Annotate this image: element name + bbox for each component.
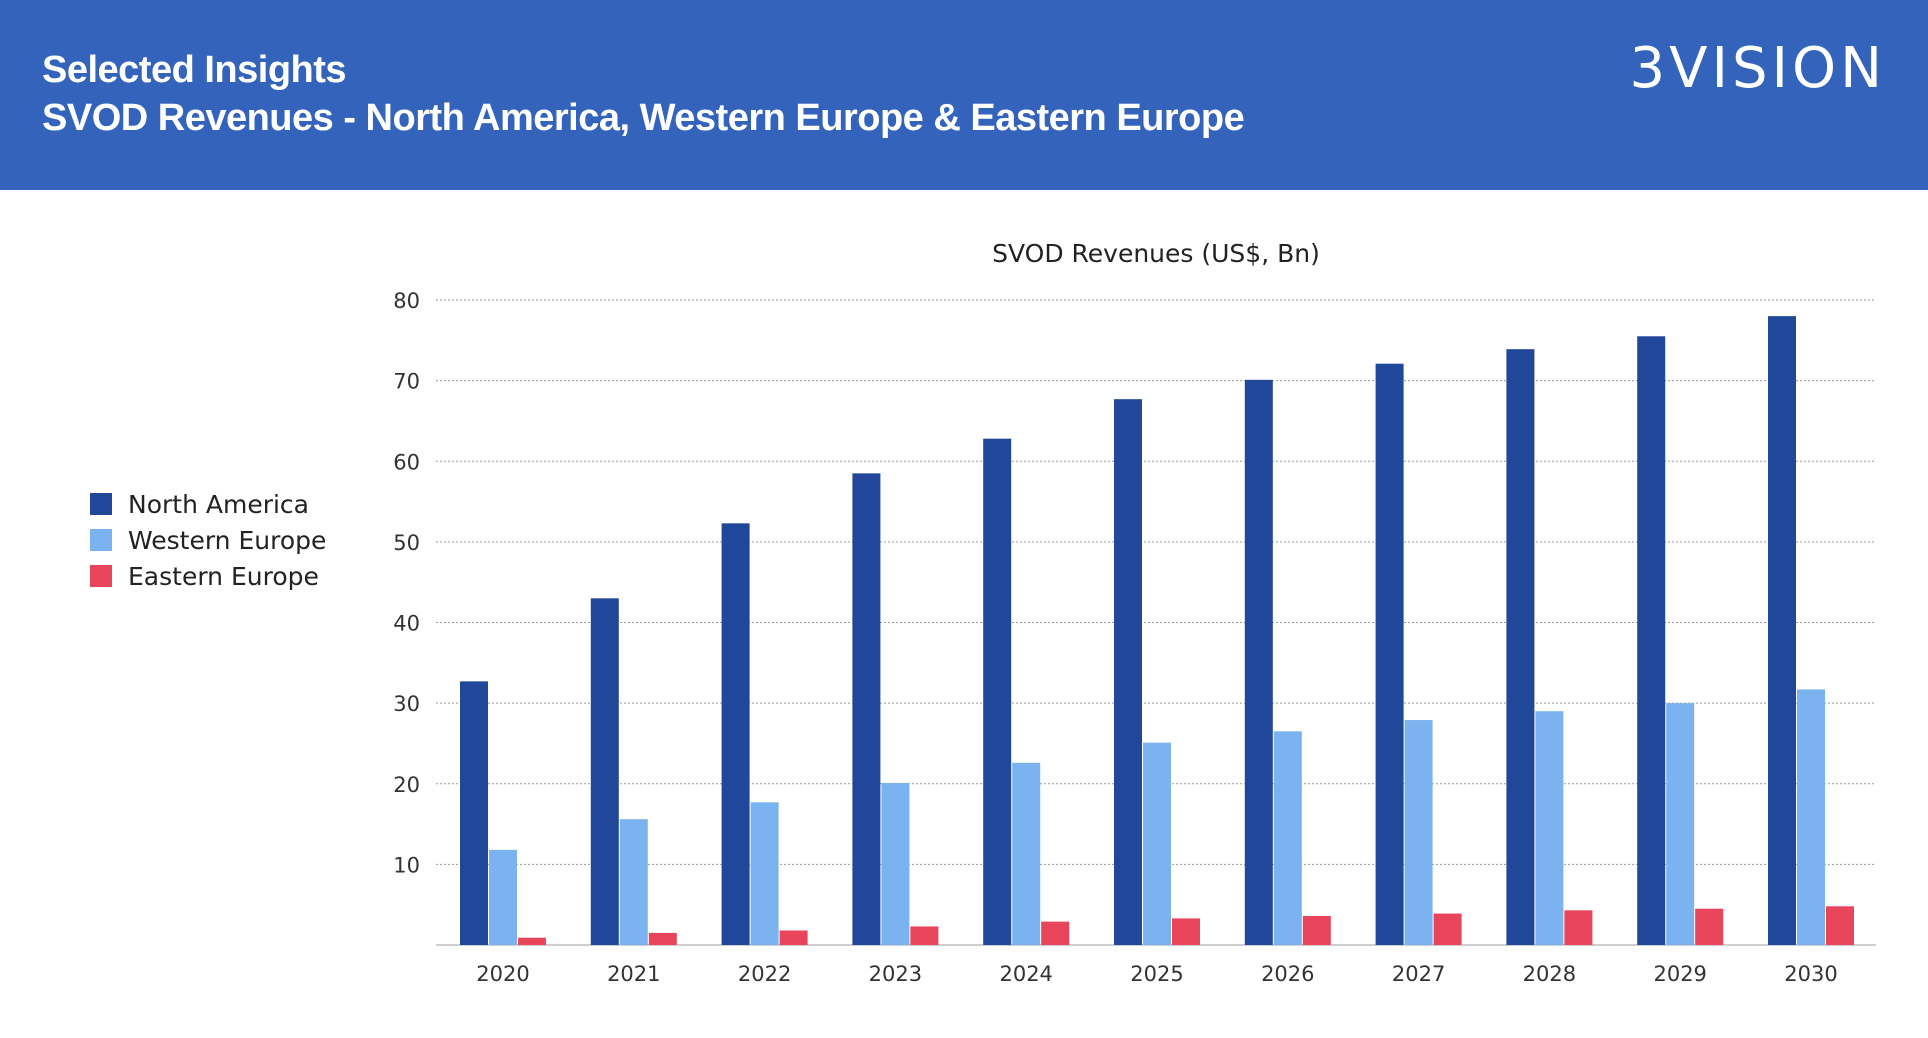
bar-western-europe bbox=[1797, 689, 1825, 945]
bar-eastern-europe bbox=[1433, 913, 1462, 945]
x-tick-label: 2026 bbox=[1261, 962, 1314, 986]
x-tick-label: 2023 bbox=[869, 962, 922, 986]
page-title: Selected Insights SVOD Revenues - North … bbox=[42, 46, 1245, 142]
x-tick-label: 2021 bbox=[607, 962, 660, 986]
bar-eastern-europe bbox=[779, 930, 808, 945]
x-tick-label: 2029 bbox=[1653, 962, 1706, 986]
bar-north-america bbox=[1375, 363, 1404, 946]
y-tick-label: 70 bbox=[393, 370, 420, 394]
y-tick-label: 40 bbox=[393, 612, 420, 636]
x-tick-label: 2025 bbox=[1130, 962, 1183, 986]
bar-north-america bbox=[1506, 349, 1535, 945]
legend-label: Eastern Europe bbox=[128, 561, 319, 591]
bar-north-america bbox=[852, 473, 881, 945]
bar-western-europe bbox=[1404, 720, 1433, 945]
bar-eastern-europe bbox=[1826, 906, 1854, 945]
bar-eastern-europe bbox=[518, 937, 546, 945]
bar-north-america bbox=[590, 598, 619, 945]
bar-western-europe bbox=[1535, 711, 1564, 945]
legend-swatch bbox=[90, 529, 112, 551]
bar-chart: SVOD Revenues (US$, Bn)10203040506070802… bbox=[393, 239, 1876, 986]
bar-north-america bbox=[1114, 399, 1142, 945]
brand-logo: 3VISION bbox=[1629, 36, 1886, 101]
legend-item: Eastern Europe bbox=[90, 558, 326, 594]
legend-label: Western Europe bbox=[128, 525, 327, 555]
y-tick-label: 80 bbox=[393, 289, 420, 313]
bar-western-europe bbox=[1143, 742, 1171, 945]
bar-western-europe bbox=[1012, 762, 1041, 945]
bar-eastern-europe bbox=[910, 926, 939, 945]
bar-western-europe bbox=[489, 849, 517, 945]
bar-north-america bbox=[721, 523, 750, 945]
legend-item: Western Europe bbox=[90, 522, 326, 558]
bar-western-europe bbox=[1666, 703, 1695, 945]
bar-eastern-europe bbox=[1041, 921, 1070, 945]
y-tick-label: 20 bbox=[393, 773, 420, 797]
chart-legend: North America Western Europe Eastern Europ… bbox=[90, 486, 326, 594]
legend-item: North America bbox=[90, 486, 326, 522]
y-tick-label: 30 bbox=[393, 692, 420, 716]
x-tick-label: 2024 bbox=[999, 962, 1052, 986]
legend-swatch bbox=[90, 565, 112, 587]
x-tick-label: 2030 bbox=[1784, 962, 1837, 986]
bar-eastern-europe bbox=[1564, 910, 1593, 945]
bar-western-europe bbox=[1273, 731, 1302, 945]
y-tick-label: 50 bbox=[393, 531, 420, 555]
title-line-2: SVOD Revenues - North America, Western E… bbox=[42, 97, 1245, 139]
header-banner: Selected Insights SVOD Revenues - North … bbox=[0, 0, 1928, 190]
bar-eastern-europe bbox=[648, 932, 677, 945]
bar-north-america bbox=[1244, 379, 1273, 946]
x-tick-label: 2028 bbox=[1523, 962, 1576, 986]
bar-north-america bbox=[1637, 336, 1666, 945]
bar-eastern-europe bbox=[1172, 918, 1200, 945]
legend-label: North America bbox=[128, 489, 309, 519]
bar-western-europe bbox=[881, 782, 910, 945]
title-line-1: Selected Insights bbox=[42, 49, 347, 91]
bar-eastern-europe bbox=[1695, 908, 1724, 945]
bar-north-america bbox=[983, 438, 1012, 945]
x-tick-label: 2027 bbox=[1392, 962, 1445, 986]
chart-title: SVOD Revenues (US$, Bn) bbox=[992, 239, 1320, 268]
bar-north-america bbox=[460, 681, 488, 945]
bar-eastern-europe bbox=[1302, 915, 1331, 945]
x-tick-label: 2022 bbox=[738, 962, 791, 986]
bar-western-europe bbox=[750, 802, 779, 945]
bar-western-europe bbox=[619, 819, 648, 945]
y-tick-label: 60 bbox=[393, 450, 420, 474]
y-tick-label: 10 bbox=[393, 853, 420, 877]
bar-north-america bbox=[1768, 316, 1796, 945]
x-tick-label: 2020 bbox=[476, 962, 529, 986]
legend-swatch bbox=[90, 493, 112, 515]
